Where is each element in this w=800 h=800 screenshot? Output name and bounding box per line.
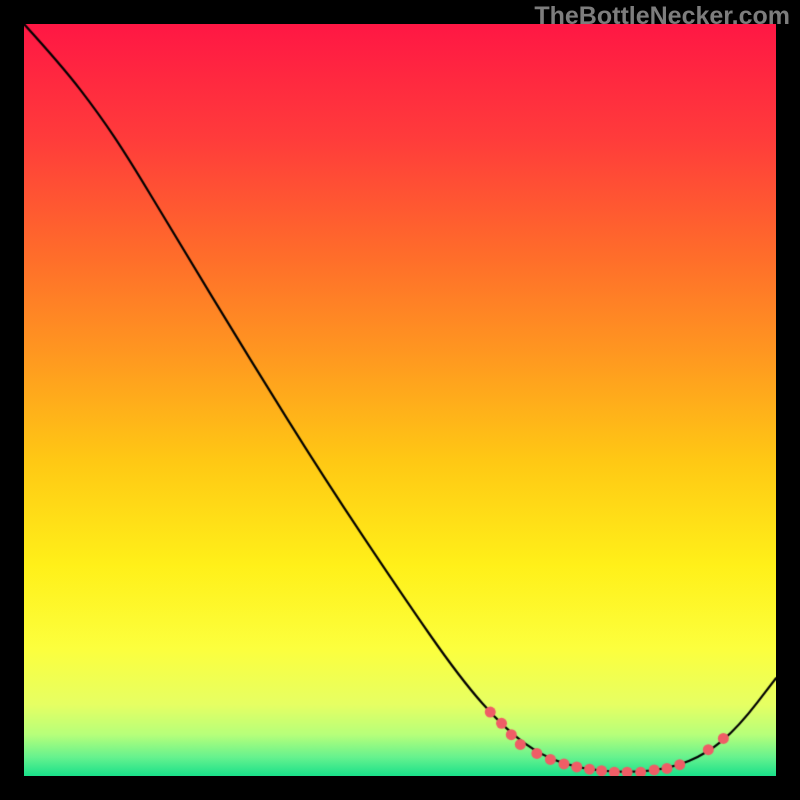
watermark-text: TheBottleNecker.com xyxy=(534,2,790,31)
bottleneck-chart xyxy=(24,24,776,776)
